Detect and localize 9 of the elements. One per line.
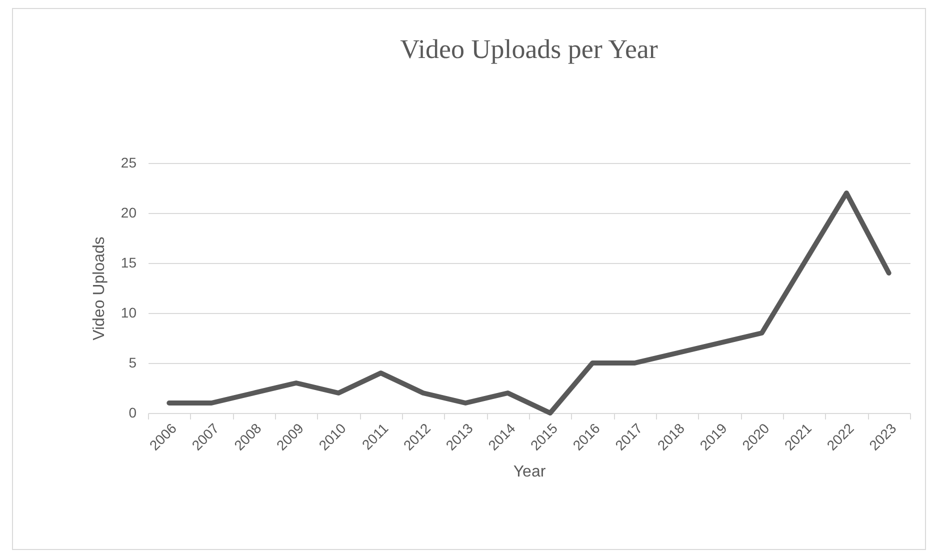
x-axis-title: Year: [513, 463, 546, 480]
y-tick-label: 0: [128, 404, 137, 420]
chart-title: Video Uploads per Year: [400, 34, 658, 64]
y-tick-label: 25: [120, 154, 137, 170]
y-axis-title: Video Uploads: [90, 236, 108, 340]
y-tick-label: 5: [128, 354, 137, 370]
y-tick-label: 15: [120, 254, 137, 270]
y-tick-label: 10: [120, 304, 137, 320]
y-tick-label: 20: [120, 204, 137, 220]
